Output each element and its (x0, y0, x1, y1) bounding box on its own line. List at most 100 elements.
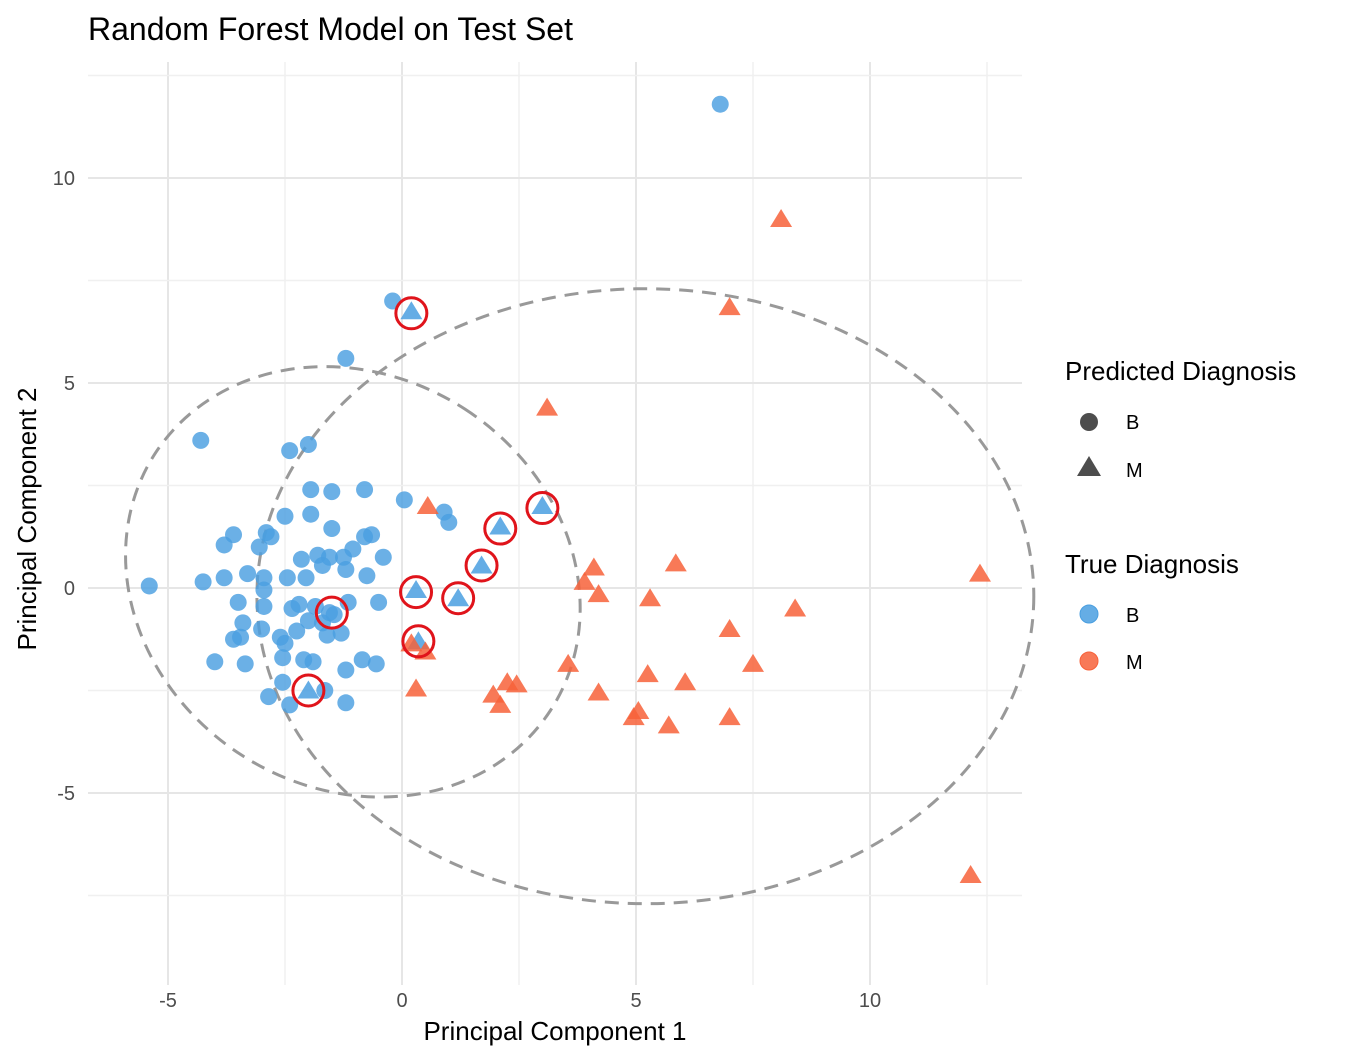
x-axis-ticks: -5 0 5 10 (159, 990, 881, 1012)
point-triangle (531, 496, 554, 514)
misclassified-ring (441, 581, 476, 616)
point-triangle (505, 674, 528, 693)
misclassified-ring (394, 296, 429, 331)
point-triangle (489, 516, 512, 535)
point-circle (255, 597, 273, 615)
point-circle (281, 696, 299, 714)
point-circle (367, 655, 385, 673)
misclassified-ring (401, 624, 436, 659)
y-tick-label: 5 (64, 373, 75, 395)
data-points (140, 95, 991, 883)
point-triangle (573, 571, 596, 590)
point-circle (215, 536, 233, 554)
point-circle (274, 673, 292, 691)
point-triangle (674, 672, 697, 691)
point-circle (299, 612, 317, 630)
point-circle (232, 628, 250, 646)
point-circle (276, 507, 294, 525)
point-circle (236, 655, 254, 673)
legend-dot-m (1079, 651, 1099, 671)
point-triangle (470, 555, 493, 574)
legend-true: True Diagnosis B M (1065, 549, 1239, 674)
point-circle (297, 569, 315, 587)
point-triangle (959, 865, 982, 883)
point-circle (292, 550, 310, 568)
point-circle (356, 481, 374, 499)
point-circle (239, 565, 257, 583)
point-triangle (657, 715, 680, 734)
point-triangle (405, 678, 428, 697)
point-circle (194, 573, 212, 591)
point-circle (318, 626, 336, 644)
point-triangle (718, 619, 741, 637)
x-tick-label: 5 (630, 990, 641, 1012)
point-circle (290, 595, 308, 613)
y-axis-title: Principal Component 2 (12, 387, 42, 650)
point-triangle (718, 707, 741, 726)
point-circle (206, 653, 224, 671)
point-triangle (400, 633, 423, 652)
point-circle (253, 620, 271, 638)
point-triangle (784, 598, 807, 617)
y-axis-ticks: -5 0 5 10 (53, 168, 75, 805)
point-circle (313, 556, 331, 574)
point-circle (276, 634, 294, 652)
point-circle (234, 614, 252, 632)
point-triangle (587, 682, 610, 701)
point-circle (395, 491, 413, 509)
point-circle (304, 653, 322, 671)
x-tick-label: 10 (859, 990, 881, 1012)
point-circle (374, 548, 392, 566)
point-circle (192, 431, 210, 449)
legend-circle-icon (1080, 413, 1098, 431)
confidence-ellipses (124, 287, 1036, 906)
grid (88, 62, 1022, 985)
legend-predicted: Predicted Diagnosis B M (1065, 356, 1296, 482)
point-circle (250, 538, 268, 556)
point-circle (274, 649, 292, 667)
misclassified-ring (399, 575, 434, 610)
point-triangle (405, 580, 428, 599)
point-circle (353, 651, 371, 669)
point-circle (337, 561, 355, 579)
point-triangle (742, 653, 764, 672)
misclassified-ring (291, 673, 326, 708)
point-circle (337, 694, 355, 712)
legend-triangle-icon (1077, 456, 1101, 476)
point-triangle (447, 588, 470, 607)
y-tick-label: 0 (64, 578, 75, 600)
misclassified-ring (314, 595, 349, 630)
point-circle (140, 577, 158, 595)
point-circle (229, 593, 247, 611)
ellipse-b (124, 365, 582, 799)
point-circle (260, 688, 278, 706)
point-circle (323, 483, 341, 501)
point-circle (323, 520, 341, 538)
point-circle (255, 569, 273, 587)
point-circle (337, 349, 355, 367)
legend-true-title: True Diagnosis (1065, 549, 1239, 579)
point-circle (332, 624, 350, 642)
point-triangle (416, 496, 439, 514)
chart-title: Random Forest Model on Test Set (88, 11, 573, 47)
point-triangle (639, 588, 662, 607)
point-circle (363, 526, 381, 544)
point-triangle (636, 664, 659, 683)
point-circle (711, 95, 729, 113)
ellipse-m (255, 287, 1036, 906)
misclassified-rings (291, 296, 560, 708)
point-circle (339, 593, 357, 611)
point-triangle (400, 301, 423, 320)
legend-predicted-m: M (1126, 460, 1143, 482)
point-circle (255, 581, 273, 599)
point-triangle (587, 584, 610, 603)
point-triangle (297, 680, 320, 699)
legend-predicted-title: Predicted Diagnosis (1065, 356, 1296, 386)
point-circle (288, 622, 306, 640)
point-circle (262, 528, 280, 546)
point-triangle (414, 641, 437, 660)
x-tick-label: 0 (396, 990, 407, 1012)
point-triangle (664, 553, 687, 572)
point-triangle (718, 297, 741, 316)
